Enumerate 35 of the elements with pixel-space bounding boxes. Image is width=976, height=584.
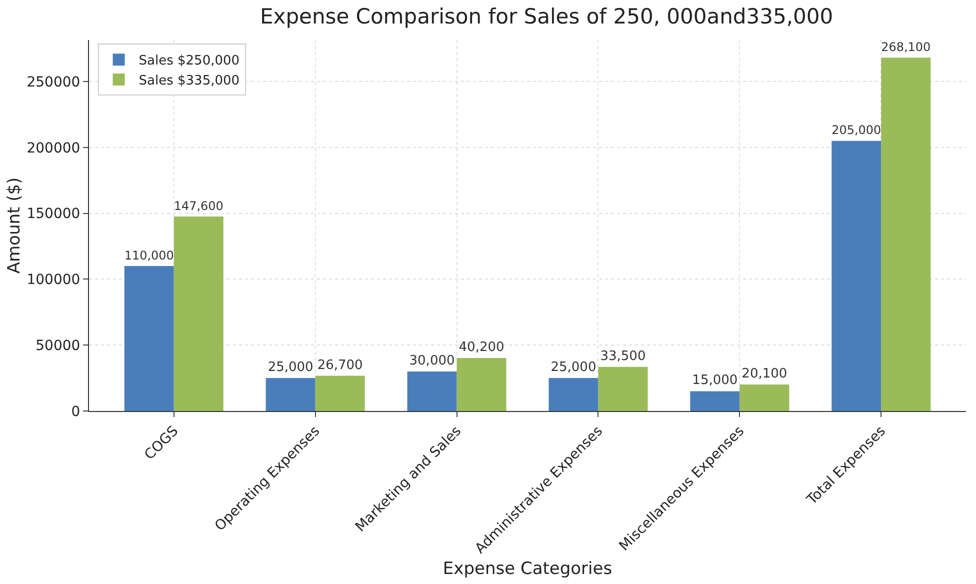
data-label: 26,700 — [317, 358, 363, 373]
legend-label: Sales $250,000 — [138, 54, 240, 69]
data-label: 147,600 — [174, 198, 224, 213]
y-tick-label: 100000 — [26, 272, 80, 288]
data-label: 25,000 — [268, 360, 314, 376]
bar — [174, 216, 224, 411]
y-tick-label: 200000 — [26, 140, 80, 156]
legend-label: Sales $335,000 — [138, 74, 240, 89]
bar — [407, 371, 457, 411]
bar — [598, 366, 648, 411]
x-axis-title: Expense Categories — [442, 558, 612, 579]
bar — [315, 376, 365, 411]
data-label: 205,000 — [832, 123, 882, 138]
data-label: 15,000 — [692, 373, 738, 388]
bar — [832, 140, 882, 411]
bar — [456, 358, 506, 411]
data-label: 40,200 — [458, 340, 504, 356]
chart-title: Expense Comparison for Sales of 250, 000and335,000 — [260, 4, 834, 28]
bar — [124, 266, 174, 411]
y-tick-label: 50000 — [36, 338, 80, 354]
data-label: 110,000 — [124, 248, 174, 262]
y-axis-title: Amount ($) — [4, 177, 25, 274]
bar — [881, 58, 931, 411]
bar — [690, 391, 740, 411]
bar — [266, 378, 316, 411]
data-label: 30,000 — [409, 353, 455, 368]
data-label: 20,100 — [742, 366, 788, 382]
data-label: 268,100 — [881, 40, 931, 54]
y-tick-label: 0 — [71, 404, 80, 420]
y-tick-label: 150000 — [26, 206, 80, 222]
data-label: 25,000 — [550, 360, 596, 376]
data-label: 33,500 — [600, 348, 646, 364]
bar — [548, 378, 598, 411]
bar — [740, 384, 790, 411]
y-tick-label: 250000 — [26, 74, 80, 90]
